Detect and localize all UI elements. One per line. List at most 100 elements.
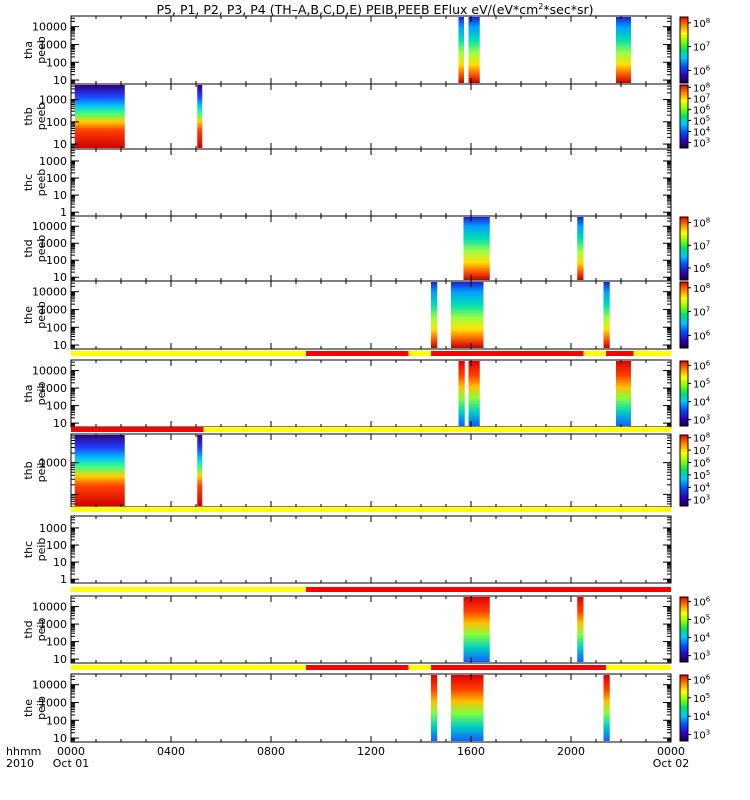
spectrogram-block bbox=[197, 85, 203, 148]
y-tick-label: 1000 bbox=[39, 696, 67, 709]
y-tick-label: 100 bbox=[46, 321, 67, 334]
panel-product-label: peib bbox=[35, 459, 48, 483]
flag-segment bbox=[606, 351, 634, 356]
flag-segment bbox=[203, 427, 671, 432]
colorbar-tick-label: 106 bbox=[693, 673, 711, 686]
colorbar-tick-label: 104 bbox=[693, 481, 711, 494]
panel-frame bbox=[70, 148, 672, 217]
panel-probe-label: thb bbox=[22, 461, 35, 479]
panel-tha-peeb: 10 100 1000 10000 tha peeb 108 107 106 bbox=[22, 15, 711, 87]
colorbar-tick-label: 106 bbox=[693, 359, 711, 372]
y-tick-label: 100 bbox=[46, 172, 67, 185]
x-tick-label: 0000 bbox=[57, 745, 85, 758]
spectrogram-block bbox=[458, 361, 465, 426]
colorbar bbox=[679, 281, 689, 349]
panel-frame bbox=[70, 433, 672, 508]
y-tick-label: 10 bbox=[53, 138, 67, 151]
y-tick-label: 10000 bbox=[32, 601, 67, 614]
spectrogram-block bbox=[451, 675, 484, 741]
spectrogram-block bbox=[74, 435, 125, 506]
time-axis: hhmm 2010 Oct 01 Oct 02 0000 0400 0800 1200… bbox=[6, 745, 689, 770]
flag-segment bbox=[606, 665, 671, 670]
flag-segment bbox=[306, 665, 409, 670]
panel-product-label: peib bbox=[35, 538, 48, 562]
panel-product-label: peib bbox=[35, 618, 48, 642]
y-tick-label: 1 bbox=[60, 573, 67, 586]
colorbar bbox=[679, 84, 689, 149]
panel-probe-label: thd bbox=[22, 239, 35, 257]
spectrogram-block bbox=[468, 17, 480, 83]
panel-product-label: peeb bbox=[35, 235, 48, 263]
spectrogram-block bbox=[458, 17, 464, 83]
panel-thc-peeb: 1 10 100 1000 thc peeb bbox=[22, 148, 672, 219]
y-tick-label: 100 bbox=[46, 636, 67, 649]
y-tick-label: 10000 bbox=[32, 365, 67, 378]
flag-segment bbox=[71, 507, 671, 512]
y-tick-label: 1000 bbox=[39, 618, 67, 631]
panel-probe-label: the bbox=[22, 306, 35, 324]
panel-probe-label: tha bbox=[22, 41, 35, 59]
spectrogram-block bbox=[577, 597, 584, 662]
y-tick-label: 1000 bbox=[39, 155, 67, 168]
colorbar-tick-label: 106 bbox=[693, 262, 711, 275]
panel-probe-label: thc bbox=[22, 174, 35, 191]
colorbar-tick-label: 106 bbox=[693, 103, 711, 116]
colorbar-tick-label: 103 bbox=[693, 650, 710, 663]
panel-frame bbox=[70, 673, 672, 743]
y-tick-label: 10000 bbox=[32, 21, 67, 34]
colorbar-tick-label: 103 bbox=[693, 729, 710, 742]
x-tick-label: 1600 bbox=[457, 745, 485, 758]
colorbar bbox=[679, 16, 689, 84]
colorbar-tick-label: 103 bbox=[693, 414, 710, 427]
colorbar-tick-label: 104 bbox=[693, 396, 711, 409]
colorbar-tick-label: 107 bbox=[693, 306, 710, 319]
flag-segment bbox=[306, 587, 671, 592]
y-tick-label: 10 bbox=[53, 417, 67, 430]
y-tick-label: 1000 bbox=[39, 303, 67, 316]
colorbar-tick-label: 107 bbox=[693, 41, 710, 54]
colorbar-tick-label: 103 bbox=[693, 494, 710, 507]
y-tick-label: 10 bbox=[53, 556, 67, 569]
spectrogram-block bbox=[616, 361, 631, 426]
y-tick-label: 1000 bbox=[39, 382, 67, 395]
flag-segment bbox=[71, 351, 306, 356]
panel-tha-peib: 10 100 1000 10000 tha peib 106 105 104 103 bbox=[22, 351, 711, 430]
spectrogram-block bbox=[463, 217, 490, 280]
panel-product-label: peeb bbox=[35, 103, 48, 131]
x-tick-label: 0800 bbox=[257, 745, 285, 758]
colorbar bbox=[679, 216, 689, 281]
panel-frame bbox=[70, 515, 672, 584]
y-tick-label: 10 bbox=[53, 271, 67, 284]
panel-product-label: peeb bbox=[35, 36, 48, 64]
flag-segment bbox=[431, 665, 606, 670]
spectrogram-block bbox=[603, 282, 610, 348]
spectrogram-block bbox=[431, 282, 438, 348]
colorbar-tick-label: 104 bbox=[693, 710, 711, 723]
x-tick-label: 1200 bbox=[357, 745, 385, 758]
colorbar-tick-label: 104 bbox=[693, 632, 711, 645]
y-tick-label: 10 bbox=[53, 189, 67, 202]
panel-the-peib: 10 100 1000 10000 the peib 106 105 104 103 bbox=[22, 665, 711, 745]
colorbar-tick-label: 105 bbox=[693, 692, 710, 705]
panel-frame bbox=[70, 359, 672, 428]
colorbar bbox=[679, 674, 689, 742]
colorbar-tick-label: 108 bbox=[693, 17, 710, 30]
y-tick-label: 10000 bbox=[32, 286, 67, 299]
panel-frame bbox=[70, 15, 672, 85]
y-tick-label: 100 bbox=[46, 56, 67, 69]
colorbar-tick-label: 106 bbox=[693, 329, 711, 342]
spectrogram-block bbox=[197, 435, 203, 506]
spectrogram-block bbox=[468, 361, 480, 426]
colorbar bbox=[679, 596, 689, 663]
y-tick-label: 1 bbox=[60, 206, 67, 219]
panel-product-label: peeb bbox=[35, 169, 48, 197]
colorbar bbox=[679, 360, 689, 427]
panel-product-label: peib bbox=[35, 696, 48, 720]
panel-thd-peib: 10 100 1000 10000 thd peib 106 105 104 103 bbox=[22, 587, 711, 666]
panel-frame bbox=[70, 280, 672, 350]
y-tick-label: 1000 bbox=[39, 237, 67, 250]
y-tick-label: 1000 bbox=[39, 38, 67, 51]
panel-probe-label: thd bbox=[22, 620, 35, 638]
